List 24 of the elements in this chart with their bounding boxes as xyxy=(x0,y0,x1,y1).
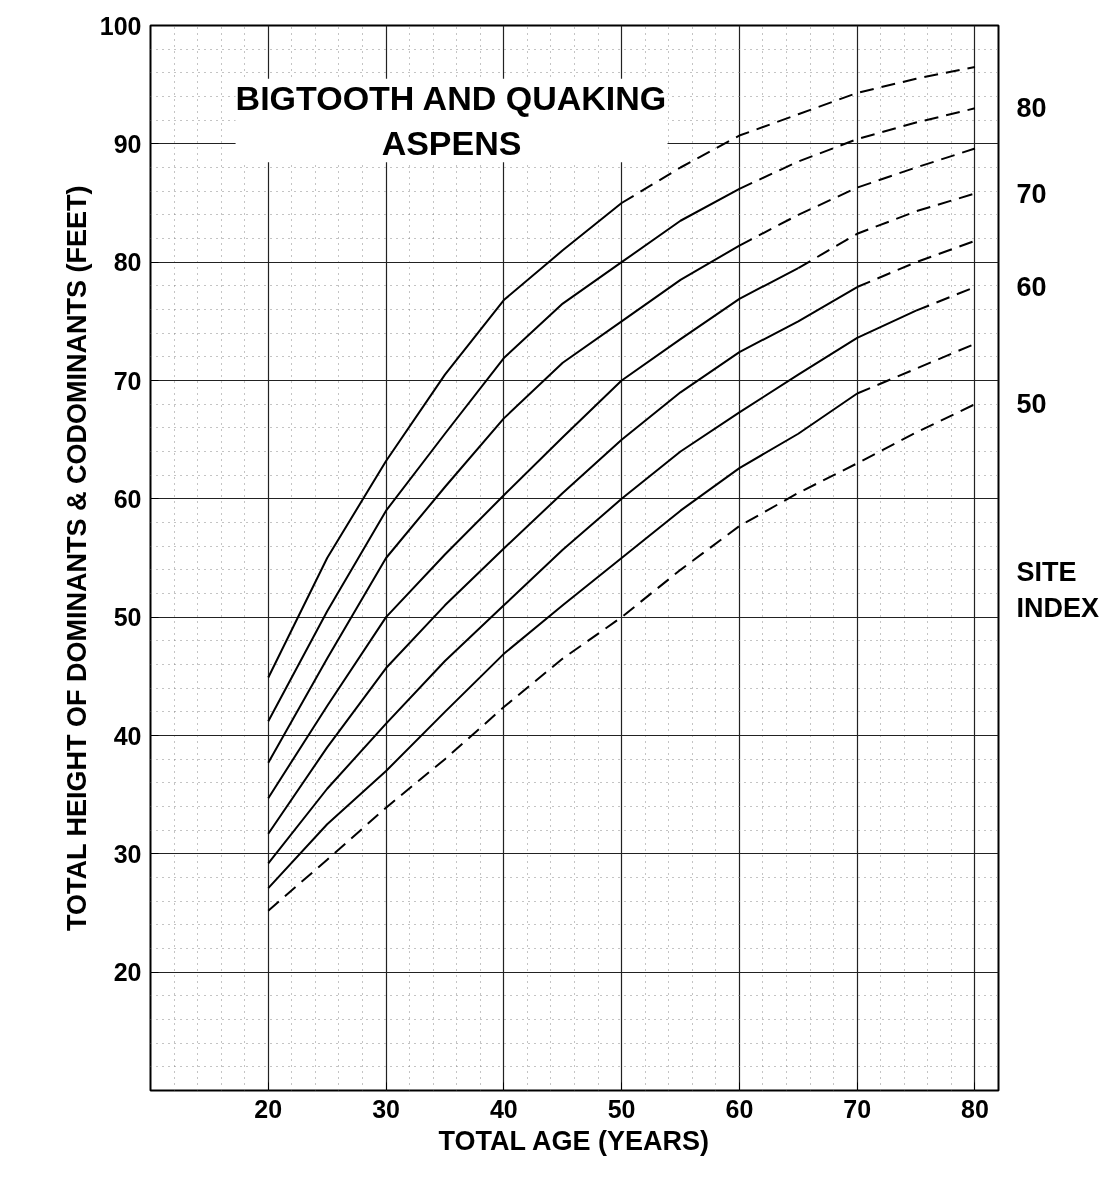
x-tick-label: 80 xyxy=(961,1094,989,1123)
x-axis-title: TOTAL AGE (YEARS) xyxy=(438,1125,710,1156)
x-tick-label: 60 xyxy=(725,1094,754,1123)
y-tick-label: 40 xyxy=(113,721,142,750)
series-label: 60 xyxy=(1016,272,1047,303)
text: SITE INDEX xyxy=(1016,556,1100,623)
y-tick-label: 70 xyxy=(113,366,142,395)
series-label: 80 xyxy=(1016,93,1047,124)
y-tick-label: 100 xyxy=(99,11,142,40)
x-tick-label: 70 xyxy=(843,1094,872,1123)
series-label: 70 xyxy=(1016,178,1047,209)
y-tick-label: 20 xyxy=(113,958,142,987)
x-tick-label: 30 xyxy=(372,1094,400,1123)
text: BIGTOOTH AND QUAKING ASPENS xyxy=(235,78,667,163)
y-tick-label: 90 xyxy=(113,129,142,158)
x-tick-label: 50 xyxy=(607,1094,636,1123)
series-label: 50 xyxy=(1016,389,1047,420)
y-tick-label: 80 xyxy=(113,248,142,277)
x-tick-label: 40 xyxy=(489,1094,518,1123)
y-tick-label: 50 xyxy=(113,603,142,632)
y-tick-label: 30 xyxy=(113,839,142,868)
x-tick-label: 20 xyxy=(254,1094,283,1123)
y-tick-label: 60 xyxy=(113,484,142,513)
y-axis-title: TOTAL HEIGHT OF DOMINANTS & CODOMINANTS (FEET) xyxy=(61,185,92,931)
